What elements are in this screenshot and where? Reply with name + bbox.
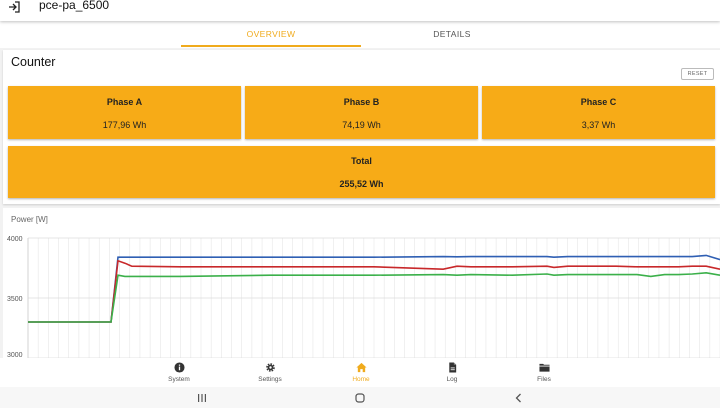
total-value: 255,52 Wh — [339, 179, 384, 189]
phase-c-tile: Phase C 3,37 Wh — [482, 86, 715, 139]
power-chart: 4000 3500 3000 — [7, 236, 720, 358]
bottom-nav: System Settings Home Log Files — [0, 358, 720, 387]
nav-files-label: Files — [537, 376, 551, 383]
total-label: Total — [351, 156, 372, 166]
info-icon — [173, 362, 185, 373]
y-tick-label: 4000 — [7, 236, 23, 243]
phase-b-label: Phase B — [343, 97, 380, 107]
y-tick-label: 3500 — [7, 296, 23, 303]
nav-system-label: System — [168, 376, 190, 383]
recent-apps-icon[interactable] — [196, 392, 208, 404]
home-icon — [355, 362, 367, 373]
tab-overview[interactable]: OVERVIEW — [246, 29, 296, 39]
gear-icon — [265, 363, 275, 372]
counter-card: Counter RESET Phase A 177,96 Wh Phase B … — [3, 50, 720, 204]
nav-settings-label: Settings — [258, 376, 282, 383]
system-nav-bar — [0, 387, 720, 408]
nav-log[interactable]: Log — [422, 362, 482, 383]
chart-y-axis-label: Power [W] — [11, 215, 48, 224]
phase-c-label: Phase C — [580, 97, 617, 107]
tab-bar: OVERVIEW DETAILS — [0, 21, 720, 48]
total-tile: Total 255,52 Wh — [8, 146, 715, 198]
app-bar: pce-pa_6500 — [0, 0, 720, 21]
tab-details[interactable]: DETAILS — [433, 29, 471, 39]
app-title: pce-pa_6500 — [39, 0, 110, 12]
nav-files[interactable]: Files — [514, 362, 574, 383]
home-circle-icon[interactable] — [354, 392, 366, 404]
logout-icon[interactable] — [7, 0, 21, 14]
power-chart-card: Power [W] 4000 3500 3000 — [3, 208, 720, 358]
nav-log-label: Log — [446, 376, 458, 383]
nav-home-label: Home — [352, 376, 370, 383]
phase-b-tile: Phase B 74,19 Wh — [245, 86, 478, 139]
nav-settings[interactable]: Settings — [240, 362, 300, 383]
folder-icon — [538, 363, 550, 372]
document-icon — [448, 362, 456, 373]
phase-a-label: Phase A — [106, 97, 143, 107]
counter-title: Counter — [11, 55, 56, 69]
back-arrow-icon[interactable] — [513, 392, 525, 404]
y-tick-label: 3000 — [7, 352, 23, 358]
series-line-2 — [28, 271, 720, 323]
reset-button[interactable]: RESET — [681, 68, 714, 80]
nav-home[interactable]: Home — [331, 362, 391, 383]
nav-system[interactable]: System — [149, 362, 209, 383]
phase-c-value: 3,37 Wh — [581, 120, 616, 130]
phase-b-value: 74,19 Wh — [342, 120, 381, 130]
phase-a-tile: Phase A 177,96 Wh — [8, 86, 241, 139]
phase-a-value: 177,96 Wh — [102, 120, 147, 130]
tab-active-indicator — [181, 45, 361, 47]
